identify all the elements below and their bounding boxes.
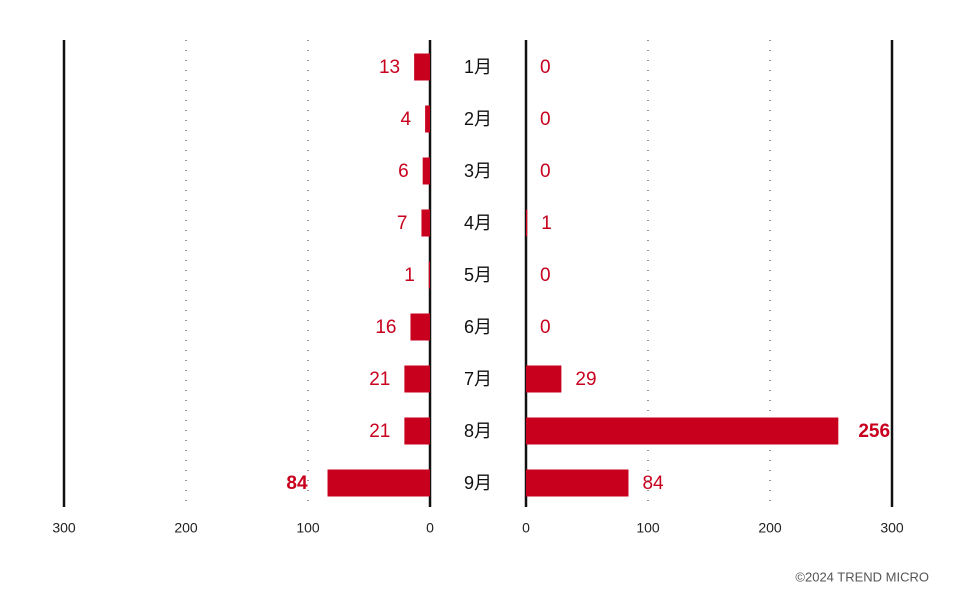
value-label: 13 — [379, 57, 400, 78]
value-label: 84 — [286, 473, 308, 494]
value-label: 84 — [642, 473, 664, 494]
value-label: 1 — [541, 213, 552, 234]
value-label: 0 — [540, 57, 551, 78]
category-label: 5月 — [464, 265, 492, 285]
value-label: 256 — [858, 421, 890, 442]
x-tick-label: 100 — [636, 520, 660, 536]
bar — [410, 313, 430, 341]
value-label: 29 — [575, 369, 596, 390]
x-tick-label: 0 — [426, 520, 434, 536]
value-label: 0 — [540, 161, 551, 182]
x-tick-label: 200 — [758, 520, 782, 536]
category-label: 2月 — [464, 109, 492, 129]
bar — [327, 469, 430, 497]
category-label: 3月 — [464, 161, 492, 181]
category-label: 9月 — [464, 473, 492, 493]
x-tick-label: 300 — [52, 520, 76, 536]
x-tick-label: 100 — [296, 520, 320, 536]
value-label: 6 — [398, 161, 409, 182]
bar — [404, 417, 430, 445]
value-label: 4 — [401, 109, 412, 130]
bar — [414, 53, 430, 81]
bar — [425, 105, 430, 133]
bar — [526, 469, 629, 497]
bar — [422, 157, 430, 185]
value-label: 7 — [397, 213, 408, 234]
value-label: 0 — [540, 265, 551, 286]
value-label: 16 — [375, 317, 396, 338]
category-label: 4月 — [464, 213, 492, 233]
bar — [526, 365, 562, 393]
category-label: 1月 — [464, 57, 492, 77]
category-label: 7月 — [464, 369, 492, 389]
bar — [428, 261, 430, 289]
credit: ©2024 TREND MICRO — [795, 569, 929, 584]
category-label: 6月 — [464, 317, 492, 337]
x-tick-label: 200 — [174, 520, 198, 536]
x-tick-label: 0 — [522, 520, 530, 536]
bar — [526, 417, 839, 445]
category-label: 8月 — [464, 421, 492, 441]
value-label: 0 — [540, 317, 551, 338]
value-label: 1 — [404, 265, 415, 286]
bar — [421, 209, 430, 237]
bar — [526, 209, 528, 237]
bar — [404, 365, 430, 393]
value-label: 21 — [369, 421, 390, 442]
value-label: 21 — [369, 369, 390, 390]
x-tick-label: 300 — [880, 520, 904, 536]
value-label: 0 — [540, 109, 551, 130]
